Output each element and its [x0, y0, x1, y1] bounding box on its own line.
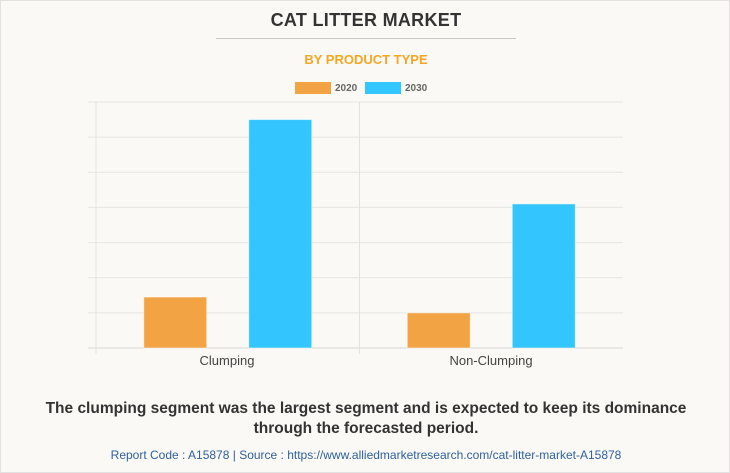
- chart-caption: The clumping segment was the largest seg…: [45, 400, 687, 437]
- bar-clumping-2030: [248, 119, 313, 349]
- legend-swatch-2030: [365, 82, 401, 94]
- legend-item-2030[interactable]: 2030: [365, 81, 427, 95]
- chart-subtitle: BY PRODUCT TYPE: [304, 52, 428, 67]
- title-divider: [216, 38, 516, 39]
- x-tick-label-non-clumping: Non-Clumping: [449, 353, 532, 368]
- bar-non-clumping-2020: [406, 312, 471, 349]
- bar-non-clumping-2030: [511, 203, 576, 349]
- legend-item-2020[interactable]: 2020: [295, 81, 357, 95]
- legend-label-2020: 2020: [335, 82, 358, 94]
- source-link[interactable]: Report Code : A15878 | Source : https://…: [110, 448, 622, 462]
- bar-clumping-2020: [143, 296, 208, 349]
- legend: 2020 2030: [1, 81, 730, 95]
- bars: [143, 119, 576, 349]
- x-axis-labels: Clumping Non-Clumping: [200, 353, 533, 368]
- bar-chart: Clumping Non-Clumping: [88, 101, 623, 368]
- legend-swatch-2020: [295, 82, 331, 94]
- x-tick-label-clumping: Clumping: [200, 353, 255, 368]
- chart-title: CAT LITTER MARKET: [270, 10, 462, 30]
- legend-label-2030: 2030: [405, 82, 428, 94]
